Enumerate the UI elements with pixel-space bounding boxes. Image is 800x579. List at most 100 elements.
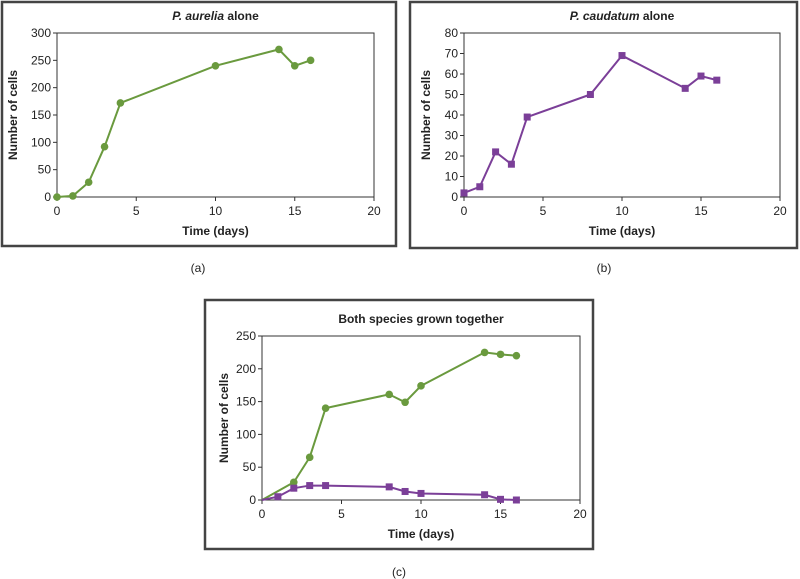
data-point: [697, 72, 705, 80]
y-tick-label: 30: [445, 129, 459, 143]
chart-frame: [0, 0, 398, 248]
title-text: alone: [640, 9, 675, 23]
y-tick-label: 300: [31, 26, 51, 40]
data-point: [322, 482, 330, 490]
y-tick-label: 0: [249, 493, 256, 507]
data-point: [306, 482, 314, 490]
data-point: [401, 487, 409, 495]
chart-caption: (a): [191, 261, 206, 275]
data-point: [274, 493, 282, 501]
data-point: [496, 350, 505, 359]
data-point: [84, 178, 93, 187]
y-tick-label: 100: [236, 427, 256, 441]
y-tick-label: 50: [38, 163, 52, 177]
data-point: [275, 45, 283, 54]
data-point: [417, 489, 425, 497]
y-tick-label: 250: [31, 53, 51, 67]
x-tick-label: 15: [694, 204, 708, 218]
data-point: [492, 148, 500, 156]
x-tick-label: 15: [494, 507, 508, 521]
chart-title: Both species grown together: [338, 312, 504, 326]
data-point: [476, 183, 484, 191]
y-tick-label: 150: [236, 395, 256, 409]
y-tick-label: 40: [445, 108, 459, 122]
x-axis-label: Time (days): [388, 527, 454, 541]
y-axis-label: Number of cells: [419, 70, 433, 160]
data-point: [211, 62, 220, 70]
data-point: [53, 193, 61, 201]
y-tick-label: 0: [44, 190, 51, 204]
data-point: [290, 484, 298, 492]
y-tick-label: 200: [236, 362, 256, 376]
chart-b: P. caudatum alone 0 5 10 15 20 0 10 20 30 40 50 60 70…: [408, 0, 799, 250]
title-species: P. aurelia: [172, 9, 224, 23]
data-point: [417, 382, 425, 390]
x-tick-label: 10: [414, 507, 428, 521]
y-tick-label: 50: [243, 460, 257, 474]
x-tick-label: 10: [615, 204, 629, 218]
data-point: [385, 390, 394, 399]
x-tick-label: 15: [288, 204, 302, 218]
title-text: alone: [224, 9, 259, 23]
data-point: [290, 478, 298, 487]
x-tick-label: 10: [209, 204, 223, 218]
y-axis-label: Number of cells: [217, 373, 231, 463]
x-tick-label: 0: [54, 204, 61, 218]
y-tick-label: 200: [31, 81, 51, 95]
x-tick-label: 20: [573, 507, 587, 521]
title-text: Both species grown together: [338, 312, 504, 326]
data-point: [512, 351, 521, 360]
data-point: [507, 160, 515, 168]
data-point: [69, 192, 77, 200]
y-tick-label: 70: [445, 47, 459, 61]
y-tick-label: 50: [445, 88, 459, 102]
x-tick-label: 5: [338, 507, 345, 521]
y-tick-label: 60: [445, 67, 459, 81]
data-point: [481, 491, 489, 499]
y-tick-label: 80: [445, 26, 459, 40]
data-point: [401, 398, 409, 407]
data-point: [523, 113, 531, 121]
data-point: [512, 496, 520, 504]
series-line: [463, 54, 718, 194]
data-point: [497, 495, 504, 503]
y-tick-label: 150: [31, 108, 51, 122]
data-point: [305, 453, 314, 462]
data-point: [116, 99, 125, 107]
data-point: [460, 189, 468, 197]
chart-frame: [408, 0, 799, 250]
data-point: [618, 52, 626, 60]
data-point: [385, 483, 393, 491]
x-tick-label: 20: [773, 204, 787, 218]
chart-title: P. aurelia alone: [172, 9, 259, 23]
x-axis-label: Time (days): [589, 224, 655, 238]
data-point: [713, 76, 721, 84]
data-point: [290, 62, 299, 70]
y-axis-label: Number of cells: [6, 70, 20, 160]
x-tick-label: 0: [259, 507, 266, 521]
y-tick-label: 20: [445, 149, 459, 163]
y-tick-label: 10: [445, 170, 459, 184]
data-point: [681, 84, 689, 92]
chart-caption: (c): [392, 565, 406, 579]
x-axis-label: Time (days): [182, 224, 248, 238]
x-tick-label: 20: [367, 204, 381, 218]
chart-frame: [203, 298, 595, 551]
data-point: [100, 142, 109, 151]
data-point: [480, 348, 489, 357]
y-tick-label: 100: [31, 135, 51, 149]
x-tick-label: 0: [461, 204, 468, 218]
series-line: [261, 351, 517, 501]
x-tick-label: 5: [133, 204, 140, 218]
data-point: [306, 56, 315, 65]
chart-caption: (b): [597, 261, 612, 275]
data-point: [586, 91, 594, 98]
chart-title: P. caudatum alone: [570, 9, 675, 23]
x-tick-label: 5: [540, 204, 547, 218]
title-species: P. caudatum: [570, 9, 640, 23]
data-point: [321, 404, 330, 412]
y-tick-label: 0: [451, 190, 458, 204]
